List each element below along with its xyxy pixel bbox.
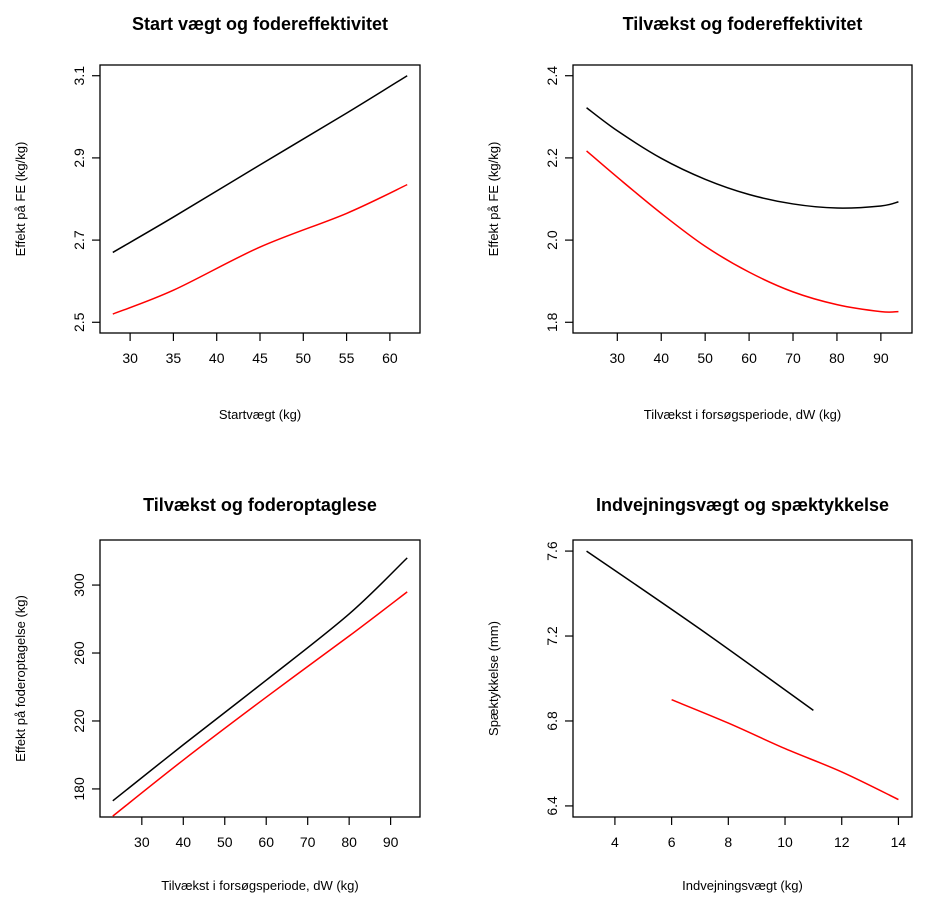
- y-tick-label: 180: [71, 777, 87, 801]
- x-tick-label: 70: [300, 834, 316, 850]
- chart-panel: Tilvækst og foderoptaglese 30 40 50 60 70 80 90…: [13, 495, 421, 893]
- x-tick-label: 35: [166, 350, 182, 366]
- series-line-black: [586, 107, 899, 209]
- chart-title: Start vægt og fodereffektivitet: [132, 14, 388, 34]
- x-tick-label: 90: [873, 350, 889, 366]
- y-tick-label: 260: [71, 641, 87, 665]
- plot-frame: [572, 64, 913, 334]
- y-tick-label: 2.9: [71, 148, 87, 168]
- y-tick-label: 6.4: [544, 796, 560, 816]
- x-tick-label: 6: [668, 834, 676, 850]
- x-tick-label: 80: [341, 834, 357, 850]
- y-tick-label: 2.0: [544, 230, 560, 250]
- y-tick-label: 1.8: [544, 312, 560, 332]
- plot-frame: [572, 539, 913, 818]
- y-tick-label: 7.2: [544, 626, 560, 646]
- x-tick-label: 30: [122, 350, 138, 366]
- x-axis-label: Startvægt (kg): [219, 407, 301, 422]
- y-tick-label: 2.5: [71, 312, 87, 332]
- series-line-black: [112, 557, 408, 802]
- y-tick-label: 3.1: [71, 66, 87, 86]
- plot-frame: [99, 64, 421, 334]
- x-tick-label: 50: [217, 834, 233, 850]
- y-axis-label: Effekt på foderoptagelse (kg): [13, 595, 28, 762]
- x-tick-label: 40: [653, 350, 669, 366]
- series-line-black: [112, 75, 408, 254]
- x-tick-label: 30: [134, 834, 150, 850]
- x-tick-label: 50: [697, 350, 713, 366]
- series-line-red: [112, 591, 408, 817]
- x-axis-label: Tilvækst i forsøgsperiode, dW (kg): [161, 878, 358, 893]
- x-tick-label: 8: [724, 834, 732, 850]
- series-line-red: [671, 699, 899, 801]
- chart-panel: Tilvækst og fodereffektivitet 30 40 50 60 70 8…: [486, 14, 913, 422]
- x-tick-label: 90: [383, 834, 399, 850]
- x-tick-label: 40: [209, 350, 225, 366]
- x-tick-label: 70: [785, 350, 801, 366]
- chart-title: Tilvækst og fodereffektivitet: [623, 14, 863, 34]
- x-tick-label: 80: [829, 350, 845, 366]
- y-tick-label: 220: [71, 709, 87, 733]
- y-tick-label: 2.7: [71, 230, 87, 250]
- y-tick-label: 300: [71, 573, 87, 597]
- y-tick-label: 2.4: [544, 66, 560, 86]
- x-tick-label: 60: [258, 834, 274, 850]
- chart-title: Tilvækst og foderoptaglese: [143, 495, 377, 515]
- x-tick-label: 60: [382, 350, 398, 366]
- x-tick-label: 14: [891, 834, 907, 850]
- series-line-black: [586, 550, 814, 711]
- y-tick-label: 7.6: [544, 541, 560, 561]
- series-line-red: [112, 183, 408, 315]
- y-axis-label: Spæktykkelse (mm): [486, 621, 501, 736]
- y-axis-label: Effekt på FE (kg/kg): [13, 142, 28, 257]
- x-tick-label: 50: [296, 350, 312, 366]
- series-line-red: [586, 150, 899, 313]
- x-tick-label: 55: [339, 350, 355, 366]
- x-tick-label: 30: [610, 350, 626, 366]
- chart-panel: Start vægt og fodereffektivitet 30 35 40 45 5…: [13, 14, 421, 422]
- y-tick-label: 2.2: [544, 148, 560, 168]
- chart-panel: Indvejningsvægt og spæktykkelse 4 6 8 10 12 14…: [486, 495, 913, 893]
- x-tick-label: 10: [777, 834, 793, 850]
- y-tick-label: 6.8: [544, 711, 560, 731]
- x-axis-label: Indvejningsvægt (kg): [682, 878, 803, 893]
- chart-title: Indvejningsvægt og spæktykkelse: [596, 495, 889, 515]
- y-axis-label: Effekt på FE (kg/kg): [486, 142, 501, 257]
- x-tick-label: 45: [252, 350, 268, 366]
- plot-frame: [99, 539, 421, 818]
- x-tick-label: 60: [741, 350, 757, 366]
- x-tick-label: 40: [176, 834, 192, 850]
- x-tick-label: 12: [834, 834, 850, 850]
- x-axis-label: Tilvækst i forsøgsperiode, dW (kg): [644, 407, 841, 422]
- x-tick-label: 4: [611, 834, 619, 850]
